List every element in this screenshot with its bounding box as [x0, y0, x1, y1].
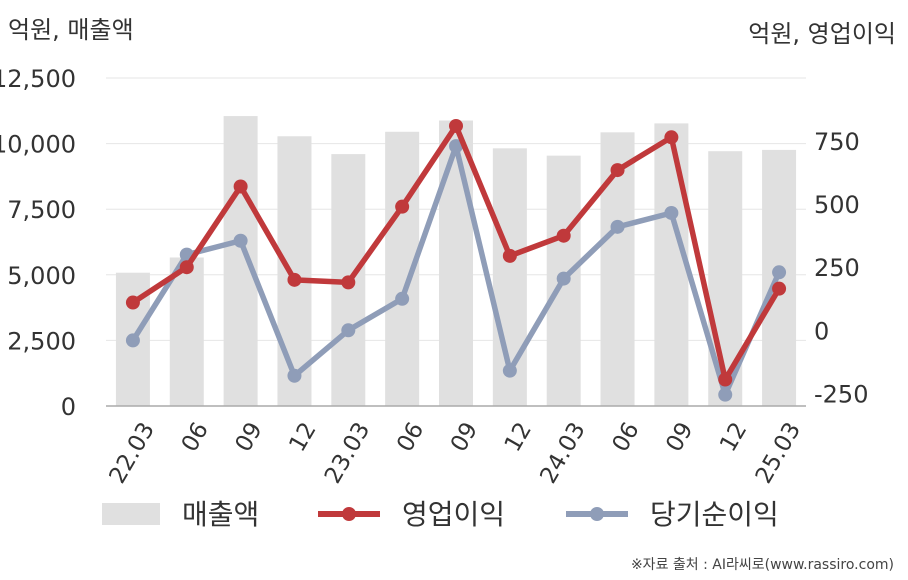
series-point	[287, 368, 302, 383]
series-point	[610, 219, 625, 234]
right-tick-label: -250	[814, 380, 868, 408]
series-point	[556, 271, 571, 286]
series-point	[395, 291, 410, 306]
right-tick-label: 0	[814, 317, 829, 345]
x-tick-label: 12	[284, 418, 321, 456]
legend: 매출액 영업이익 당기순이익	[102, 498, 779, 531]
legend-label: 매출액	[182, 498, 259, 531]
right-tick-label: 250	[814, 254, 860, 282]
source-note: ※자료 출처 : AI라씨로(www.rassiro.com)	[630, 557, 894, 573]
left-tick-label: 10,000	[0, 131, 76, 159]
left-axis: 0 2,500 5,000 7,500 10,000 12,500	[0, 65, 76, 421]
x-tick-label: 09	[661, 418, 698, 456]
series-point	[610, 163, 625, 178]
series-point	[125, 295, 140, 310]
left-tick-label: 2,500	[7, 327, 76, 355]
x-tick-label: 09	[446, 418, 483, 456]
series-point	[341, 323, 356, 338]
right-tick-label: 500	[814, 191, 860, 219]
series-point	[233, 179, 248, 194]
left-tick-label: 7,500	[7, 196, 76, 224]
revenue-bar	[169, 257, 204, 406]
left-tick-label: 5,000	[7, 262, 76, 290]
right-tick-label: 750	[814, 128, 860, 156]
series-point	[233, 233, 248, 248]
x-tick-label: 23.03	[320, 418, 375, 488]
series-point	[179, 260, 194, 275]
series-point	[502, 248, 517, 263]
right-axis: -250 0 250 500 750	[814, 128, 868, 408]
legend-swatch-point	[590, 507, 604, 521]
revenue-bar	[277, 136, 312, 406]
x-tick-label: 06	[392, 418, 429, 456]
legend-swatch-bar	[102, 503, 160, 525]
series-point	[772, 265, 787, 280]
x-tick-label: 06	[608, 418, 645, 456]
revenue-bars	[115, 116, 797, 407]
right-axis-unit: 억원, 영업이익	[748, 20, 896, 48]
left-tick-label: 0	[61, 393, 76, 421]
left-axis-unit: 억원, 매출액	[8, 16, 134, 44]
series-point	[718, 387, 733, 402]
series-point	[125, 333, 140, 348]
x-tick-label: 12	[500, 418, 537, 456]
legend-label: 당기순이익	[650, 498, 779, 531]
legend-label: 영업이익	[402, 498, 505, 531]
revenue-bar	[654, 123, 689, 406]
x-tick-label: 06	[177, 418, 214, 456]
revenue-bar	[223, 116, 258, 406]
series-point	[556, 228, 571, 243]
left-tick-label: 12,500	[0, 65, 76, 93]
series-point	[502, 363, 517, 378]
series-point	[664, 130, 679, 145]
x-tick-label: 24.03	[535, 418, 590, 488]
x-tick-label: 25.03	[751, 418, 806, 488]
series-point	[341, 275, 356, 290]
x-tick-label: 22.03	[105, 418, 160, 488]
series-point	[772, 281, 787, 296]
series-point	[718, 372, 733, 387]
series-point	[449, 118, 463, 133]
x-tick-label: 12	[715, 418, 752, 456]
series-point	[395, 199, 410, 214]
legend-swatch-point	[342, 507, 356, 521]
revenue-bar	[439, 120, 473, 407]
revenue-bar	[600, 132, 635, 406]
series-point	[287, 272, 302, 287]
x-tick-label: 09	[231, 418, 268, 456]
profit-lines	[125, 118, 787, 402]
series-point	[449, 139, 463, 154]
series-point	[664, 205, 679, 220]
